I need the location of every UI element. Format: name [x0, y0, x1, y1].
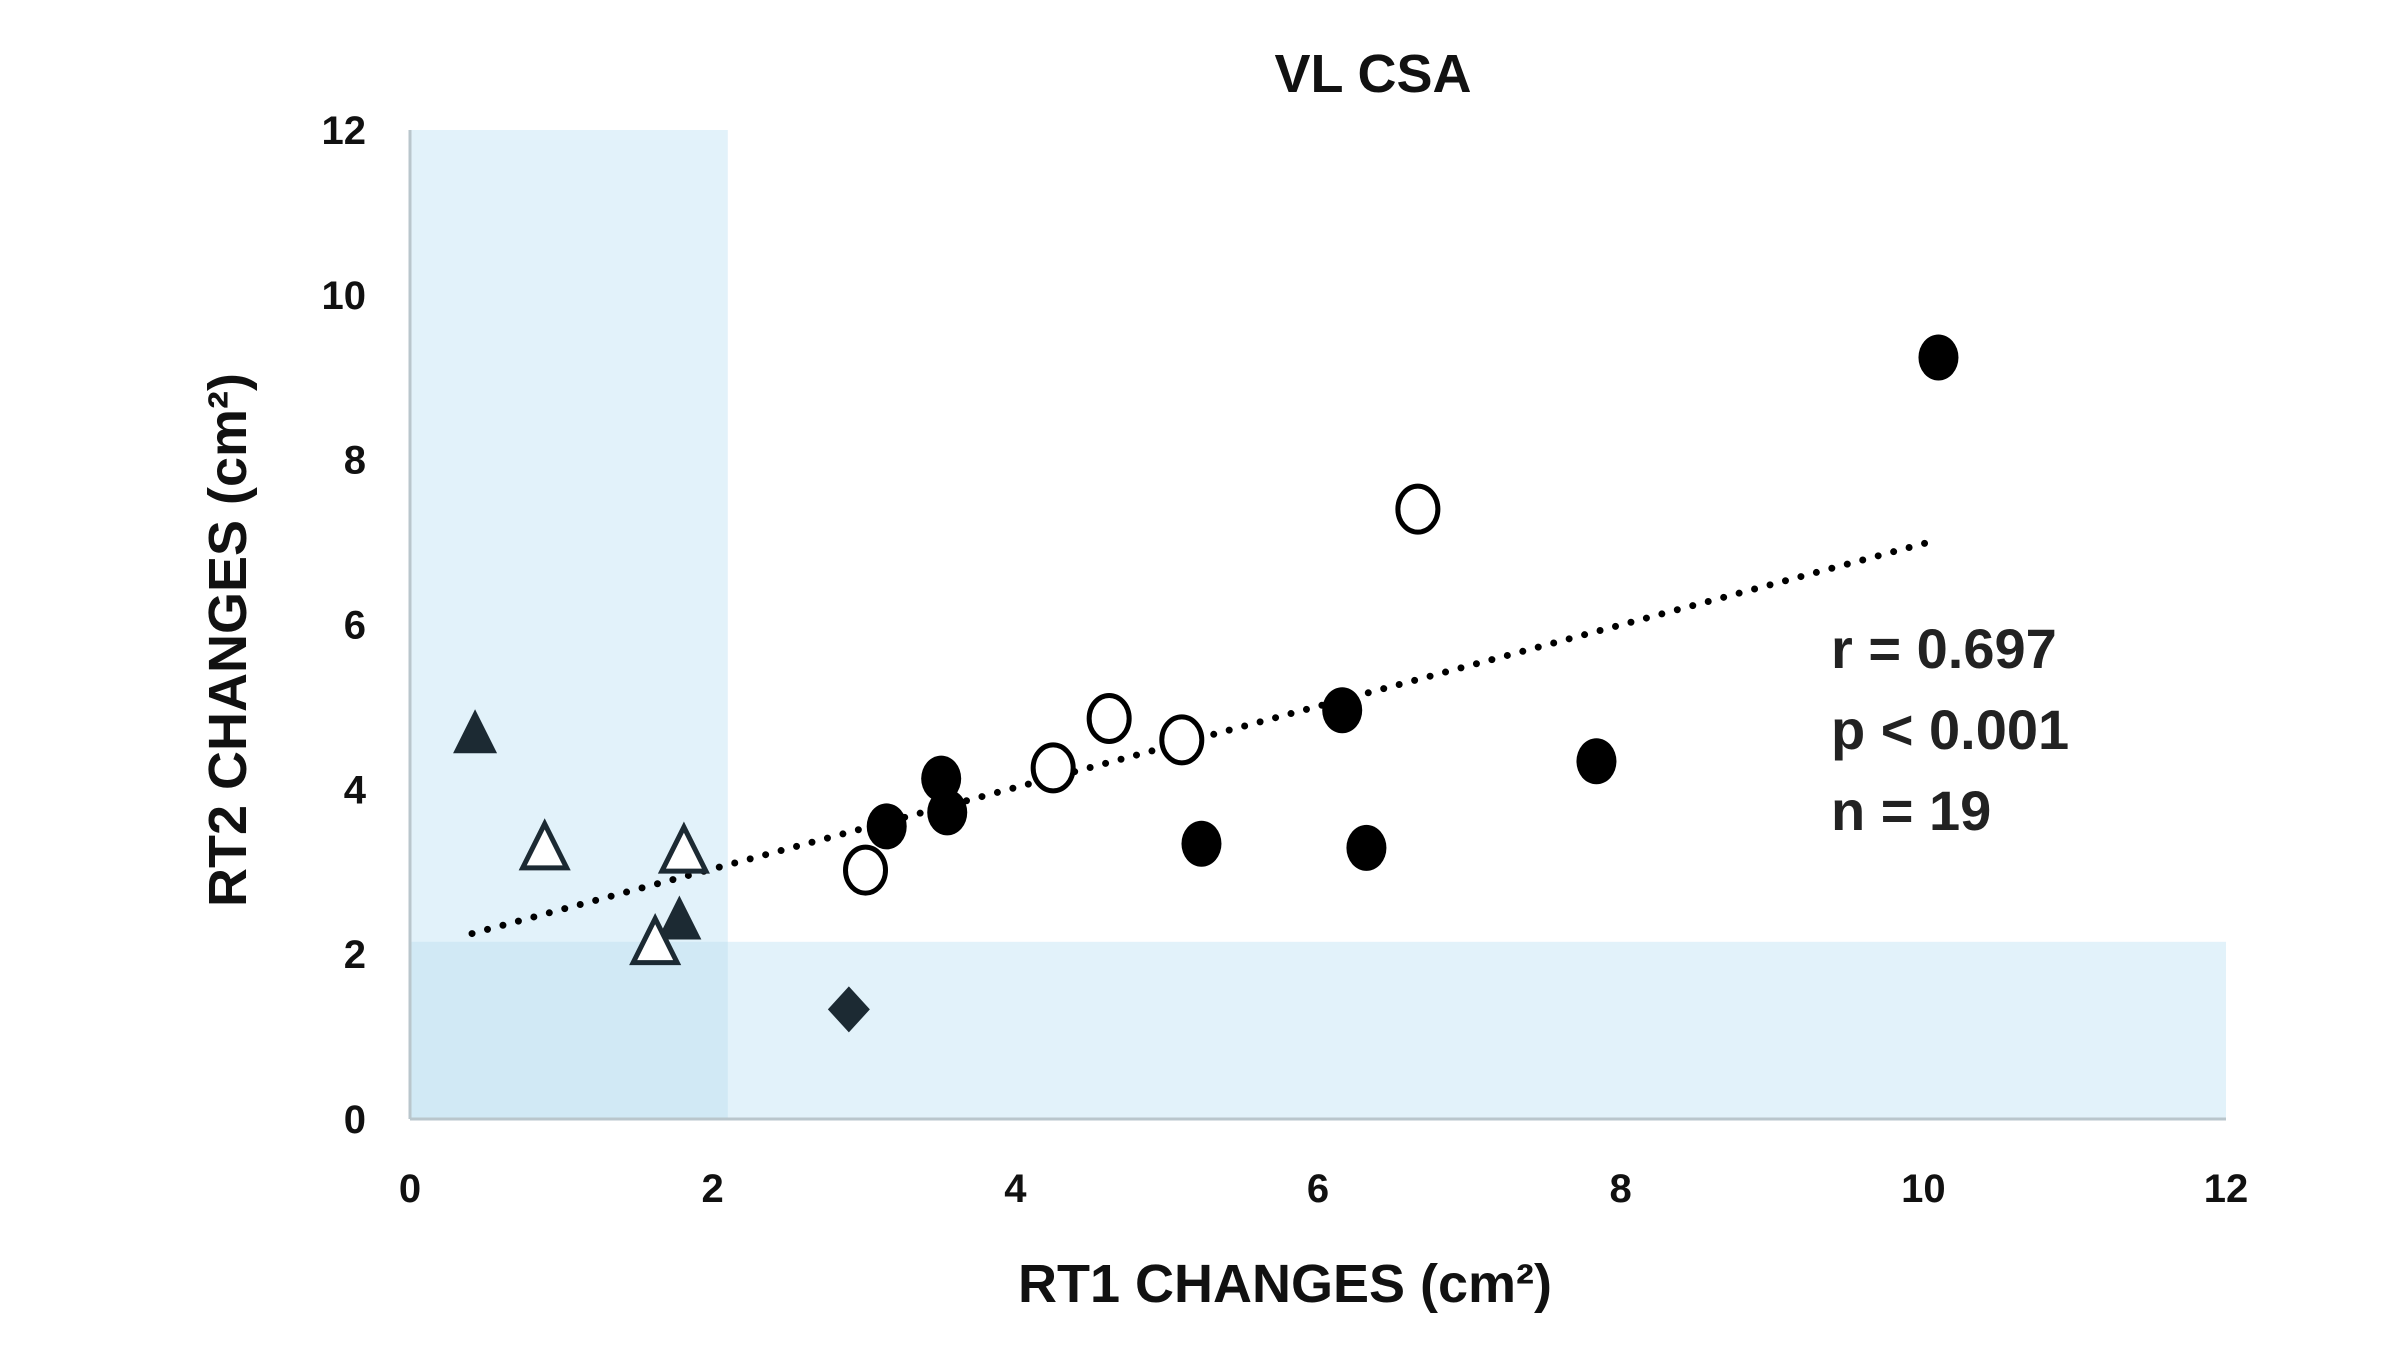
point-circle-open	[1030, 742, 1076, 794]
point-circle-open	[1159, 714, 1205, 766]
x-tick-label: 4	[1004, 1167, 1027, 1211]
annotation-n: n = 19	[1831, 779, 1991, 842]
y-tick-label: 0	[344, 1098, 366, 1142]
annotation-r: r = 0.697	[1831, 617, 2057, 680]
y-tick-labels: 0 2 4 6 8 10 12	[322, 109, 367, 1142]
point-circle-filled	[1346, 824, 1387, 871]
point-circle-filled	[1322, 687, 1363, 734]
x-tick-label: 2	[702, 1167, 724, 1211]
y-tick-label: 10	[322, 274, 367, 318]
point-circle-open	[1395, 483, 1441, 535]
chart-title: VL CSA	[1274, 44, 1471, 104]
data-points	[453, 334, 1959, 1033]
x-tick-label: 6	[1307, 1167, 1329, 1211]
x-tick-labels: 0 2 4 6 8 10 12	[399, 1167, 2248, 1211]
y-axis-label: RT2 CHANGES (cm²)	[198, 373, 258, 907]
shaded-region-overlap	[410, 941, 728, 1119]
x-tick-label: 12	[2204, 1167, 2249, 1211]
y-tick-label: 6	[344, 604, 366, 648]
point-triangle-open	[518, 818, 571, 871]
x-tick-label: 8	[1610, 1167, 1632, 1211]
point-triangle-open	[657, 821, 710, 874]
point-circle-open	[843, 844, 889, 896]
point-triangle-open	[629, 913, 682, 966]
y-tick-label: 4	[344, 768, 367, 812]
point-triangle-filled	[453, 709, 498, 754]
point-circle-filled	[1181, 820, 1222, 867]
x-tick-label: 10	[1901, 1167, 1946, 1211]
y-tick-label: 12	[322, 109, 367, 153]
trendline-group	[468, 536, 1939, 938]
point-circle-open	[1086, 692, 1132, 744]
point-diamond-filled	[827, 986, 870, 1033]
point-circle-filled	[927, 789, 968, 836]
x-axis-label: RT1 CHANGES (cm²)	[1018, 1254, 1552, 1314]
shaded-regions	[410, 130, 2226, 1119]
annotation-p: p < 0.001	[1831, 698, 2069, 761]
point-circle-filled	[866, 803, 907, 850]
point-triangle-filled	[657, 895, 702, 940]
point-circle-filled	[1918, 334, 1959, 381]
x-tick-label: 0	[399, 1167, 421, 1211]
trendline	[468, 536, 1939, 938]
y-tick-label: 8	[344, 439, 366, 483]
point-circle-filled	[1576, 738, 1617, 785]
y-tick-label: 2	[344, 933, 366, 977]
